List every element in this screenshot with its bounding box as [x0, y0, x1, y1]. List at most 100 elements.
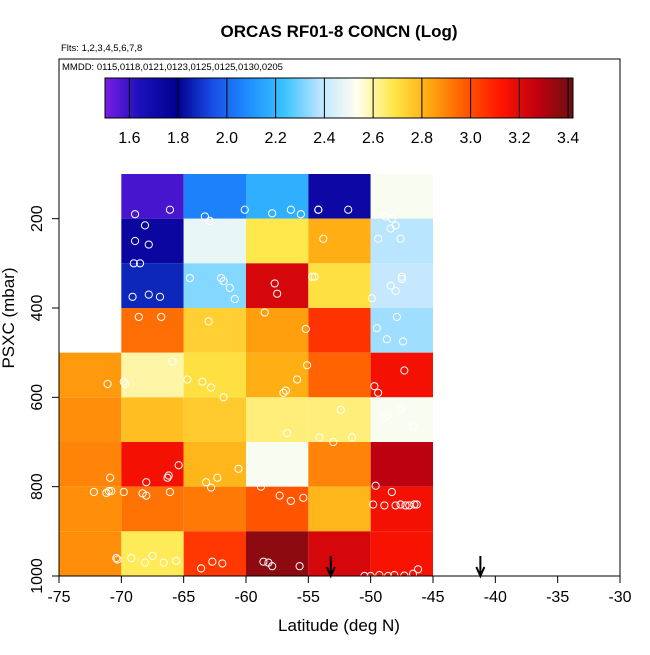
flight-point	[107, 487, 116, 496]
flight-point	[142, 478, 151, 487]
flight-point	[168, 357, 177, 366]
heatmap-cells	[59, 174, 433, 576]
colorbar-tick-label: 3.0	[460, 130, 482, 147]
plot-frame	[58, 58, 621, 577]
flight-point	[144, 240, 153, 249]
flight-point	[183, 375, 192, 384]
heatmap-cell	[370, 174, 433, 219]
flight-point	[106, 473, 115, 482]
flight-point	[397, 272, 406, 281]
heatmap-cell	[183, 263, 246, 308]
x-tick-label: -75	[47, 589, 70, 606]
flight-point	[299, 493, 308, 502]
flight-point	[155, 292, 165, 301]
flight-point	[307, 272, 317, 281]
flight-point	[281, 386, 290, 395]
flight-point	[347, 433, 357, 442]
y-tick-label: 200	[29, 205, 46, 232]
flight-point	[293, 375, 302, 384]
heatmap-cell	[121, 263, 184, 308]
flight-point	[127, 554, 136, 563]
flight-point	[314, 205, 323, 214]
heatmap-cell	[183, 174, 246, 219]
flight-point	[205, 216, 214, 225]
flight-point	[138, 489, 147, 498]
flight-point	[380, 501, 389, 510]
flight-point	[157, 312, 166, 322]
heatmap-cell	[308, 397, 371, 442]
heatmap-cell	[308, 531, 371, 576]
colorbar-tick-label: 2.6	[362, 130, 384, 147]
flight-point	[165, 205, 175, 214]
flight-point	[315, 433, 324, 442]
flight-point	[295, 562, 304, 571]
heatmap-cell	[370, 442, 433, 487]
heatmap-cell	[246, 352, 309, 398]
x-tick-label: -70	[110, 589, 133, 606]
flight-point	[163, 473, 172, 482]
heatmap-cell	[370, 397, 433, 442]
y-axis-label: PSXC (mbar)	[0, 267, 18, 368]
flight-point	[381, 413, 390, 422]
heatmap-cell	[121, 174, 184, 219]
flight-point	[197, 564, 206, 573]
flight-point	[374, 388, 383, 397]
flight-point	[185, 273, 194, 283]
flight-points	[89, 205, 423, 581]
flight-point	[234, 464, 243, 473]
flight-point	[148, 551, 157, 561]
flight-point	[128, 292, 137, 301]
flight-point	[159, 558, 168, 567]
x-tick-label: -60	[234, 589, 257, 606]
flight-point	[202, 478, 211, 487]
flight-point	[286, 205, 295, 214]
heatmap-cell	[246, 218, 309, 264]
flight-point	[408, 569, 418, 578]
heatmap-cell	[59, 397, 122, 442]
flight-point	[259, 557, 268, 566]
flight-point	[112, 554, 121, 563]
flight-point	[371, 481, 380, 490]
flight-point	[140, 558, 150, 567]
heatmap-cell	[308, 352, 371, 398]
heatmap-cell	[121, 486, 184, 532]
flight-point	[391, 286, 400, 296]
flight-point	[412, 500, 421, 509]
flight-point	[286, 496, 295, 506]
flight-point	[200, 212, 209, 221]
colorbar-tick-label: 2.2	[265, 130, 287, 147]
y-axis: 200 400 600 800 1000	[29, 205, 59, 594]
colorbar-tick-label: 2.8	[411, 130, 433, 147]
flight-point	[279, 388, 288, 397]
flight-point	[206, 383, 216, 392]
flight-point	[413, 565, 423, 574]
x-tick-label: -40	[484, 589, 507, 606]
flight-point	[270, 279, 279, 288]
x-tick-label: -30	[608, 589, 631, 606]
heatmap-cell	[121, 397, 184, 442]
dates-subtitle: MMDD: 0115,0118,0121,0123,0125,0125,0130…	[62, 62, 283, 73]
heatmap-cell	[246, 442, 309, 487]
x-tick-label: -50	[359, 589, 382, 606]
flight-point	[301, 324, 310, 334]
flight-point	[268, 209, 277, 218]
flight-point	[103, 379, 112, 389]
heatmap-cell	[183, 352, 246, 398]
flight-point	[102, 488, 111, 498]
y-tick-label: 400	[29, 295, 46, 322]
flight-point	[370, 382, 379, 391]
flight-point	[174, 461, 183, 470]
flight-point	[302, 361, 312, 370]
flight-point	[144, 290, 153, 299]
flight-point	[120, 379, 130, 389]
flight-point	[219, 277, 228, 286]
colorbar-tick-label: 3.4	[557, 130, 579, 147]
heatmap-cell	[121, 442, 184, 487]
flight-point	[198, 377, 207, 386]
heatmap-cell	[246, 486, 309, 532]
flight-point	[374, 234, 383, 243]
colorbar: 1.6 1.8 2.0 2.2 2.4 2.6 2.8 3.0 3.2 3.4	[104, 77, 579, 147]
flight-point	[204, 317, 213, 326]
heatmap-cell	[308, 263, 371, 308]
